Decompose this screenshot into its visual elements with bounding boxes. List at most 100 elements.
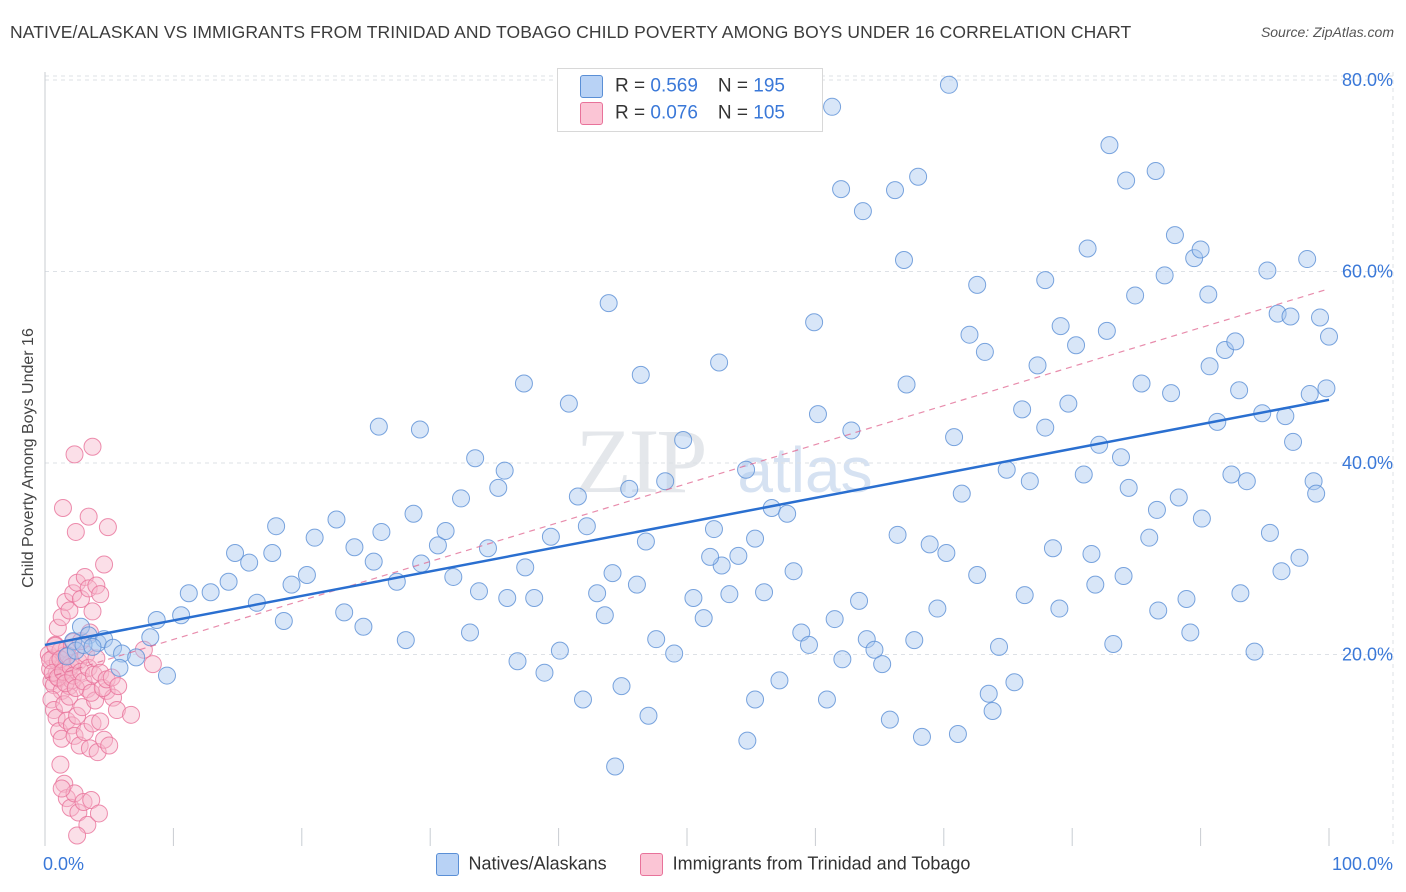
trinidad-point <box>68 706 87 725</box>
natives-point <box>825 610 844 629</box>
natives-point <box>267 517 286 536</box>
natives-point <box>514 374 533 393</box>
natives-point <box>1307 484 1326 503</box>
natives-point <box>1149 601 1168 620</box>
natives-point <box>665 644 684 663</box>
natives-point <box>1086 575 1105 594</box>
natives-point <box>1169 488 1188 507</box>
natives-point <box>1237 472 1256 491</box>
natives-r-value: 0.569 <box>650 75 698 97</box>
natives-point <box>226 544 245 563</box>
natives-point <box>833 650 852 669</box>
natives-point <box>240 553 259 572</box>
natives-point <box>201 583 220 602</box>
natives-point <box>466 449 485 468</box>
natives-point <box>372 522 391 541</box>
natives-point <box>83 637 102 656</box>
natives-point <box>784 562 803 581</box>
natives-point <box>842 421 861 440</box>
natives-point <box>832 180 851 199</box>
x-tick-label: 0.0% <box>43 854 84 874</box>
natives-point <box>888 525 907 544</box>
natives-point <box>631 365 650 384</box>
natives-point <box>975 342 994 361</box>
natives-point <box>1036 418 1055 437</box>
natives-point <box>559 394 578 413</box>
natives-swatch-icon <box>580 75 603 98</box>
natives-point <box>57 647 76 666</box>
natives-point <box>1155 266 1174 285</box>
natives-point <box>1051 317 1070 336</box>
natives-point <box>157 666 176 685</box>
y-tick-label: 60.0% <box>1342 262 1393 282</box>
legend-natives-label: Natives/Alaskans <box>468 853 607 874</box>
natives-point <box>1111 448 1130 467</box>
natives-point <box>297 566 316 585</box>
natives-point <box>808 405 827 424</box>
natives-point <box>905 631 924 650</box>
natives-point <box>755 583 774 602</box>
trinidad-point <box>95 555 114 574</box>
natives-point <box>1146 161 1165 180</box>
natives-point <box>461 623 480 642</box>
natives-point <box>1200 357 1219 376</box>
legend-item-trinidad: Immigrants from Trinidad and Tobago <box>639 853 970 876</box>
trinidad-point <box>93 679 112 698</box>
natives-point <box>599 294 618 313</box>
trinidad-r-value: 0.076 <box>650 102 698 124</box>
trinidad-point <box>83 714 102 733</box>
natives-point <box>1272 562 1291 581</box>
trinidad-point <box>91 585 110 604</box>
trinidad-point <box>82 683 101 702</box>
natives-point <box>327 510 346 529</box>
natives-point <box>550 641 569 660</box>
natives-point <box>412 554 431 573</box>
natives-point <box>627 575 646 594</box>
natives-point <box>799 635 818 654</box>
natives-point <box>928 599 947 618</box>
natives-point <box>1320 327 1338 346</box>
natives-point <box>886 181 905 200</box>
natives-point <box>1117 171 1136 190</box>
natives-point <box>1191 240 1210 259</box>
trinidad-point <box>87 576 106 595</box>
trinidad-point <box>70 736 89 755</box>
y-tick-label: 40.0% <box>1342 453 1393 473</box>
natives-point <box>489 478 508 497</box>
natives-n-value: 195 <box>753 75 785 97</box>
natives-point <box>1311 308 1330 327</box>
trinidad-point <box>69 652 88 671</box>
natives-point <box>1114 566 1133 585</box>
natives-point <box>897 375 916 394</box>
natives-point <box>1119 478 1138 497</box>
natives-point <box>568 487 587 506</box>
natives-point <box>1100 136 1119 155</box>
trinidad-r-label: R = <box>615 102 651 124</box>
natives-point <box>912 727 931 746</box>
trinidad-point <box>56 674 75 693</box>
natives-point <box>1192 509 1211 528</box>
trinidad-point <box>109 677 128 696</box>
trinidad-point <box>74 792 93 811</box>
natives-point <box>110 658 129 677</box>
natives-point <box>920 535 939 554</box>
natives-point <box>952 484 971 503</box>
natives-trend-line <box>44 398 1330 647</box>
natives-point <box>595 606 614 625</box>
trinidad-point <box>107 701 126 720</box>
natives-point <box>1074 465 1093 484</box>
natives-point <box>1140 528 1159 547</box>
natives-point <box>979 684 998 703</box>
natives-point <box>404 504 423 523</box>
natives-point <box>1097 321 1116 340</box>
trinidad-point <box>52 779 71 798</box>
stats-legend: R = 0.569 N = 195 R = 0.076 N = 105 <box>557 68 823 132</box>
legend-item-natives: Natives/Alaskans <box>435 853 607 876</box>
trinidad-point <box>95 730 114 749</box>
natives-point <box>1260 523 1279 542</box>
natives-point <box>1317 379 1336 398</box>
natives-point <box>873 655 892 674</box>
series-legend: Natives/Alaskans Immigrants from Trinida… <box>0 853 1406 876</box>
natives-point <box>674 431 693 450</box>
trinidad-point <box>98 518 117 537</box>
